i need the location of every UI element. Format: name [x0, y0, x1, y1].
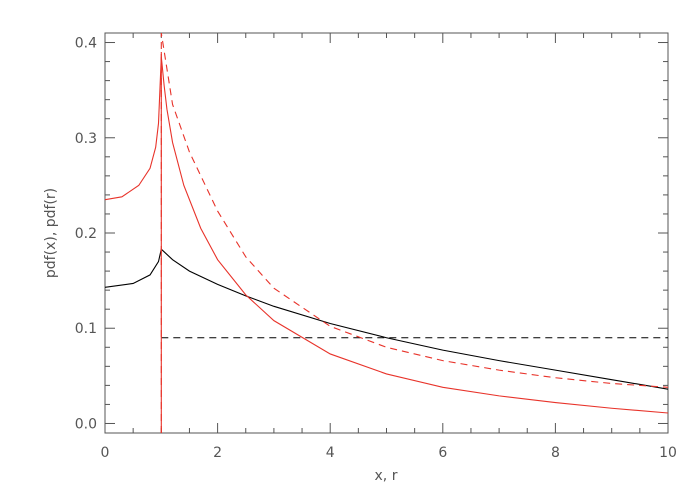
x-tick-label: 0	[101, 445, 110, 461]
y-tick-label: 0.0	[75, 416, 97, 432]
plot-series	[105, 33, 668, 433]
x-tick-label: 6	[438, 445, 447, 461]
y-axis-title: pdf(x), pdf(r)	[43, 188, 59, 278]
x-tick-label: 4	[326, 445, 335, 461]
y-tick-label: 0.1	[75, 321, 97, 337]
plot-frame	[104, 32, 669, 434]
series-line-2	[105, 56, 668, 414]
y-tick-label: 0.3	[75, 131, 97, 147]
series-line-0	[105, 248, 668, 390]
y-tick-label: 0.4	[75, 36, 97, 52]
series-line-3	[160, 33, 668, 433]
x-axis: 0 2 4 6 8 10	[101, 33, 677, 461]
x-tick-label: 10	[659, 445, 677, 461]
x-tick-label: 8	[551, 445, 560, 461]
y-tick-label: 0.2	[75, 226, 97, 242]
y-axis: 0.0 0.1 0.2 0.3 0.4	[75, 36, 668, 432]
x-axis-title: x, r	[375, 468, 398, 484]
x-tick-label: 2	[213, 445, 222, 461]
